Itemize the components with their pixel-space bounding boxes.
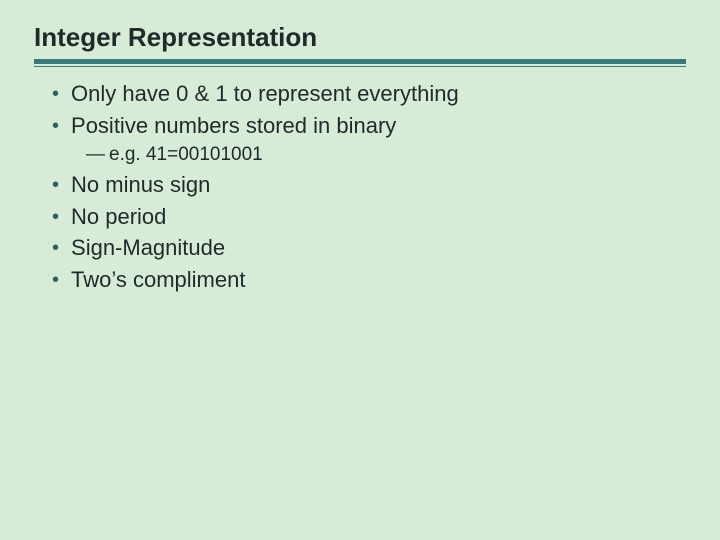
bullet-text: No minus sign <box>71 170 686 200</box>
bullet-icon: • <box>52 238 59 258</box>
bullet-item: • No period <box>34 202 686 232</box>
bullet-icon: • <box>52 175 59 195</box>
title-rule-thin <box>34 66 686 67</box>
bullet-item: • Positive numbers stored in binary <box>34 111 686 141</box>
dash-icon: — <box>86 142 105 168</box>
slide-title: Integer Representation <box>34 22 686 53</box>
bullet-icon: • <box>52 270 59 290</box>
bullet-item: • No minus sign <box>34 170 686 200</box>
title-rule-thick <box>34 59 686 64</box>
sub-bullet-item: —e.g. 41=00101001 <box>34 142 686 168</box>
slide: Integer Representation • Only have 0 & 1 … <box>0 0 720 540</box>
bullet-icon: • <box>52 116 59 136</box>
bullet-icon: • <box>52 84 59 104</box>
bullet-text: Sign-Magnitude <box>71 233 686 263</box>
sub-bullet-text: e.g. 41=00101001 <box>109 142 686 168</box>
bullet-text: No period <box>71 202 686 232</box>
bullet-item: • Only have 0 & 1 to represent everything <box>34 79 686 109</box>
bullet-icon: • <box>52 207 59 227</box>
bullet-item: • Two’s compliment <box>34 265 686 295</box>
bullet-text: Two’s compliment <box>71 265 686 295</box>
slide-content: • Only have 0 & 1 to represent everything… <box>34 79 686 295</box>
bullet-item: • Sign-Magnitude <box>34 233 686 263</box>
bullet-text: Only have 0 & 1 to represent everything <box>71 79 686 109</box>
bullet-text: Positive numbers stored in binary <box>71 111 686 141</box>
